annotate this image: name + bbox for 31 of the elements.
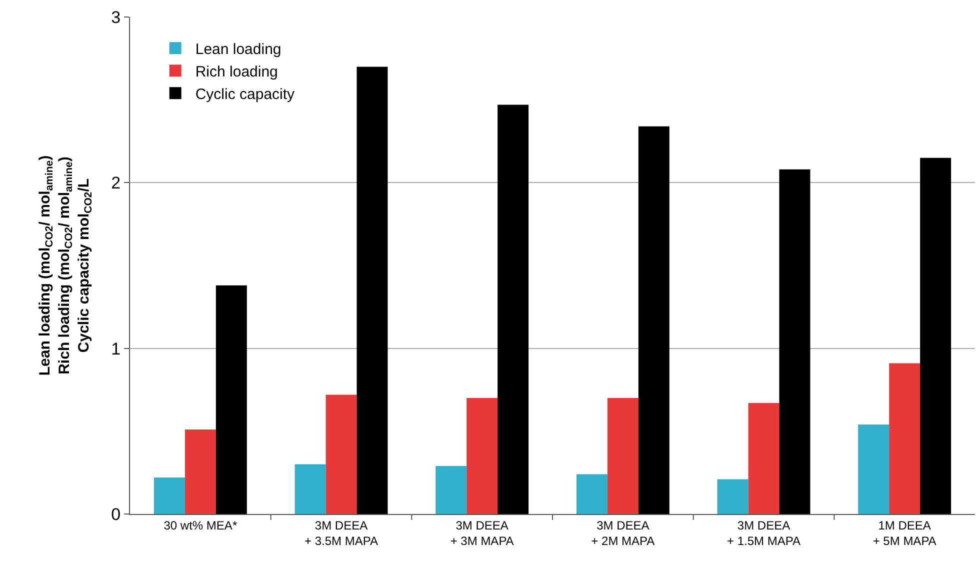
bar	[779, 169, 810, 514]
bar	[889, 363, 920, 514]
bar	[216, 285, 247, 514]
bar	[154, 478, 185, 514]
y-tick-label: 0	[111, 504, 121, 524]
y-tick-label: 3	[111, 8, 121, 27]
legend-label: Cyclic capacity	[195, 86, 296, 104]
x-tick-label: 3M DEEA + 1.5M MAPA	[727, 518, 800, 548]
x-tick-label: 30 wt% MEA*	[164, 518, 238, 532]
bar	[294, 464, 326, 514]
bar	[436, 466, 467, 514]
x-tick-label: 3M DEEA + 2M MAPA	[591, 518, 655, 548]
bar	[184, 430, 216, 514]
legend-label: Rich loading	[195, 64, 278, 81]
bar	[638, 126, 670, 514]
legend-label: Lean loading	[195, 41, 282, 58]
bar	[920, 158, 952, 514]
bar	[466, 398, 498, 514]
bar	[858, 424, 890, 514]
x-tick-label: 1M DEEA + 5M MAPA	[872, 518, 936, 548]
bar	[748, 403, 780, 514]
bar	[717, 479, 748, 514]
bar	[326, 394, 357, 514]
x-tick-label: 3M DEEA + 3.5M MAPA	[304, 518, 378, 548]
bar	[607, 398, 638, 514]
x-tick-label: 3M DEEA + 3M MAPA	[450, 518, 514, 548]
bar	[356, 66, 388, 514]
y-tick-label: 2	[111, 174, 121, 193]
bar	[498, 104, 529, 514]
y-tick-label: 1	[111, 339, 121, 358]
bar	[576, 474, 608, 514]
